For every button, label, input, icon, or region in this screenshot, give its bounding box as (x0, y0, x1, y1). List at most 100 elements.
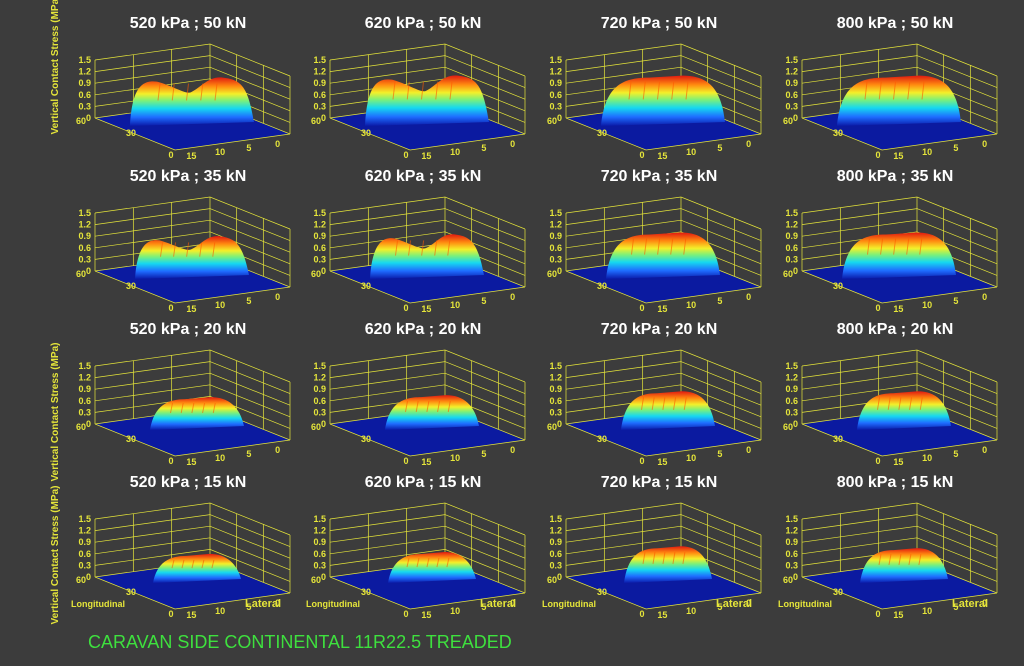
longitudinal-tick-label: 30 (361, 587, 371, 597)
z-tick-label: 0.3 (78, 560, 91, 570)
tread-rib (200, 83, 204, 101)
floor-plane (802, 561, 997, 609)
lateral-axis-label: Lateral (245, 598, 281, 610)
tread-rib (186, 242, 190, 257)
tread-rib (434, 240, 438, 256)
longitudinal-tick-label: 60 (76, 575, 86, 585)
z-tick-label: 1.5 (549, 514, 562, 524)
z-tick-label: 0.3 (785, 101, 798, 111)
z-tick-label: 1.2 (78, 373, 91, 383)
z-tick-label: 0 (557, 419, 562, 429)
z-tick-label: 0.9 (78, 384, 91, 394)
lateral-tick-label: 10 (922, 300, 932, 310)
tread-rib (907, 81, 911, 100)
stress-surface (837, 75, 961, 126)
z-tick-label: 1.5 (78, 55, 91, 65)
lateral-tick-label: 10 (922, 453, 932, 463)
tread-rib (672, 552, 676, 564)
longitudinal-axis-label: Longitudinal (71, 599, 125, 609)
lateral-tick-label: 0 (510, 292, 515, 302)
z-tick-label: 1.5 (78, 514, 91, 524)
z-tick-label: 1.5 (785, 514, 798, 524)
z-tick-label: 1.5 (549, 361, 562, 371)
tread-rib (416, 557, 420, 568)
longitudinal-axis-label: Longitudinal (306, 599, 360, 609)
stress-surface (135, 236, 249, 279)
tread-rib (436, 557, 440, 568)
lateral-tick-label: 15 (186, 610, 196, 620)
surface-panel: 520 kPa ; 15 kN 0 0.30.6 0.91.2 1.5 60 30 0 15 10… (71, 474, 291, 620)
lateral-tick-label: 5 (953, 449, 958, 459)
tread-rib (426, 557, 430, 568)
tread-rib (181, 559, 185, 569)
tread-rib (683, 238, 687, 255)
lateral-tick-label: 15 (893, 610, 903, 620)
tread-rib (918, 554, 922, 566)
lateral-tick-label: 15 (657, 610, 667, 620)
lateral-tick-label: 0 (510, 598, 515, 608)
z-tick-label: 1.2 (78, 220, 91, 230)
tread-rib (415, 401, 419, 413)
tread-rib (919, 397, 923, 410)
longitudinal-tick-label: 30 (833, 281, 843, 291)
surface-panel: 520 kPa ; 50 kN 0 0.30.6 0.91.2 1.5 60 30 0 15 10… (76, 15, 291, 161)
panel-title: 520 kPa ; 50 kN (130, 15, 247, 32)
longitudinal-tick-label: 30 (597, 281, 607, 291)
longitudinal-tick-label: 60 (311, 575, 321, 585)
longitudinal-tick-label: 30 (361, 128, 371, 138)
panel-title: 520 kPa ; 35 kN (130, 168, 247, 185)
lateral-tick-label: 15 (421, 457, 431, 467)
floor-plane (95, 561, 290, 609)
stress-surface (130, 77, 254, 126)
longitudinal-tick-label: 60 (311, 116, 321, 126)
z-tick-label: 1.2 (549, 373, 562, 383)
longitudinal-tick-label: 60 (783, 575, 793, 585)
z-tick-label: 1.2 (549, 220, 562, 230)
z-tick-label: 0 (86, 572, 91, 582)
longitudinal-tick-label: 0 (875, 456, 880, 466)
panel-title: 520 kPa ; 15 kN (130, 474, 247, 491)
z-tick-label: 0.6 (313, 396, 326, 406)
z-tick-label: 0.6 (313, 90, 326, 100)
z-tick-label: 0.3 (549, 254, 562, 264)
lateral-tick-label: 5 (953, 602, 958, 612)
longitudinal-tick-label: 30 (833, 128, 843, 138)
longitudinal-tick-label: 60 (311, 269, 321, 279)
z-tick-label: 0.6 (549, 549, 562, 559)
tread-rib (671, 81, 675, 100)
z-tick-label: 0.6 (785, 243, 798, 253)
z-tick-label: 1.2 (549, 67, 562, 77)
longitudinal-tick-label: 60 (547, 116, 557, 126)
tread-rib (867, 238, 870, 255)
tread-rib (887, 397, 891, 410)
longitudinal-tick-label: 30 (597, 434, 607, 444)
floor-plane (330, 561, 525, 609)
z-tick-label: 0 (557, 572, 562, 582)
longitudinal-tick-label: 30 (833, 434, 843, 444)
z-tick-label: 0 (557, 113, 562, 123)
z-tick-label: 1.5 (549, 208, 562, 218)
longitudinal-tick-label: 60 (311, 422, 321, 432)
z-tick-label: 0 (557, 266, 562, 276)
tread-rib (641, 397, 644, 410)
lateral-tick-label: 0 (510, 139, 515, 149)
tread-rib (160, 242, 163, 257)
z-tick-label: 0.6 (549, 243, 562, 253)
tread-rib (212, 402, 216, 414)
longitudinal-tick-label: 0 (639, 609, 644, 619)
tread-rib (683, 397, 687, 410)
z-tick-label: 1.5 (78, 208, 91, 218)
lateral-tick-label: 10 (450, 147, 460, 157)
tread-rib (214, 83, 218, 101)
lateral-tick-label: 5 (717, 602, 722, 612)
tread-rib (173, 242, 177, 257)
longitudinal-tick-label: 30 (597, 587, 607, 597)
tread-rib (408, 240, 412, 256)
panel-title: 800 kPa ; 15 kN (837, 474, 954, 491)
tread-rib (202, 402, 206, 414)
panel-title: 720 kPa ; 15 kN (601, 474, 718, 491)
tread-rib (435, 81, 439, 100)
floor-plane (330, 408, 525, 456)
panel-title: 520 kPa ; 20 kN (130, 321, 247, 338)
lateral-tick-label: 0 (275, 139, 280, 149)
